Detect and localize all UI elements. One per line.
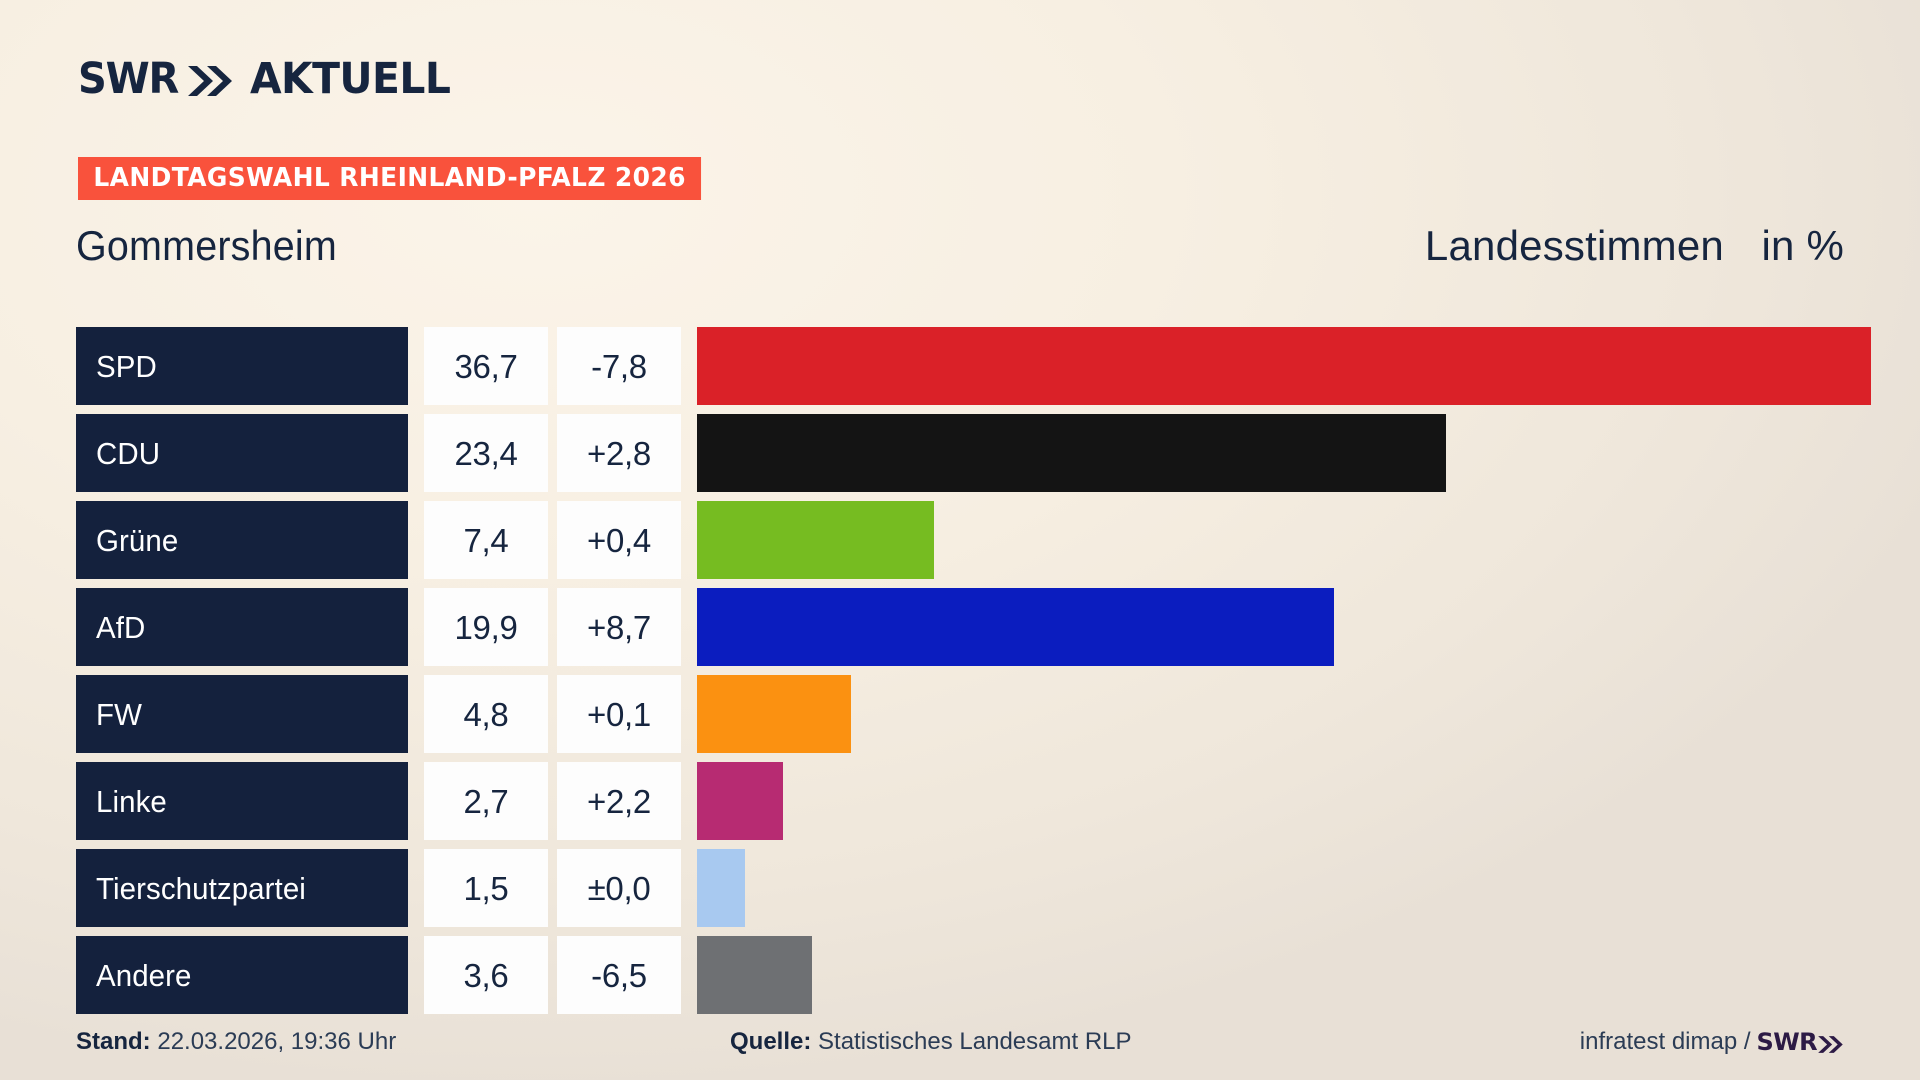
change-value-cell: -6,5 (557, 936, 681, 1014)
change-value-cell: +0,4 (557, 501, 681, 579)
result-value-cell: 1,5 (424, 849, 548, 927)
footer: Stand: 22.03.2026, 19:36 Uhr Quelle: Sta… (0, 1028, 1920, 1068)
change-value-label: +2,8 (587, 434, 651, 472)
result-value-cell: 4,8 (424, 675, 548, 753)
subheader: Gommersheim Landesstimmen in % (0, 222, 1920, 278)
change-value-cell: +0,1 (557, 675, 681, 753)
party-name-label: Linke (96, 783, 167, 819)
result-value-label: 36,7 (454, 347, 518, 385)
result-value-label: 2,7 (463, 782, 509, 820)
result-value-cell: 3,6 (424, 936, 548, 1014)
table-row: FW 4,8 +0,1 (76, 675, 1876, 753)
result-value-label: 1,5 (463, 869, 509, 907)
credit-swr-wordmark: SWR (1756, 1028, 1818, 1056)
result-bar (697, 849, 745, 927)
table-row: Grüne 7,4 +0,4 (76, 501, 1876, 579)
result-value-cell: 19,9 (424, 588, 548, 666)
result-value-label: 23,4 (454, 434, 518, 472)
party-name-cell: CDU (76, 414, 408, 492)
party-name-label: FW (96, 696, 142, 732)
aktuell-wordmark: AKTUELL (249, 54, 451, 104)
result-value-label: 19,9 (454, 608, 518, 646)
source-label: Quelle: (730, 1028, 812, 1055)
result-bar (697, 762, 784, 840)
party-name-cell: Grüne (76, 501, 408, 579)
result-bar (697, 414, 1446, 492)
stand-label: Stand: (76, 1028, 151, 1055)
change-value-cell: +2,2 (557, 762, 681, 840)
party-name-label: CDU (96, 435, 161, 471)
result-value-cell: 2,7 (424, 762, 548, 840)
table-row: CDU 23,4 +2,8 (76, 414, 1876, 492)
change-value-label: +8,7 (587, 608, 651, 646)
bar-track (697, 849, 1877, 927)
party-name-cell: SPD (76, 327, 408, 405)
party-name-label: SPD (96, 348, 157, 384)
results-chart: SPD 36,7 -7,8 CDU 23,4 +2,8 Grüne 7,4 +0,4 AfD 19,… (76, 327, 1876, 1023)
bar-track (697, 327, 1877, 405)
bar-track (697, 762, 1877, 840)
result-value-cell: 36,7 (424, 327, 548, 405)
result-value-label: 7,4 (463, 521, 509, 559)
party-name-label: Tierschutzpartei (96, 870, 306, 906)
party-name-cell: Linke (76, 762, 408, 840)
bar-track (697, 501, 1877, 579)
party-name-cell: Tierschutzpartei (76, 849, 408, 927)
bar-track (697, 936, 1877, 1014)
party-name-label: Grüne (96, 522, 179, 558)
change-value-cell: ±0,0 (557, 849, 681, 927)
double-chevron-right-icon (1818, 1035, 1844, 1054)
credit-text: infratest dimap / (1579, 1028, 1751, 1055)
table-row: Tierschutzpartei 1,5 ±0,0 (76, 849, 1876, 927)
double-chevron-right-icon (187, 64, 234, 98)
source-value: Statistisches Landesamt RLP (818, 1028, 1132, 1055)
bar-track (697, 588, 1877, 666)
result-bar (697, 675, 851, 753)
change-value-label: +2,2 (587, 782, 651, 820)
table-row: Andere 3,6 -6,5 (76, 936, 1876, 1014)
party-name-label: Andere (96, 957, 192, 993)
change-value-cell: +2,8 (557, 414, 681, 492)
bar-track (697, 414, 1877, 492)
swr-wordmark: SWR (78, 54, 179, 104)
change-value-label: +0,4 (587, 521, 651, 559)
result-value-cell: 7,4 (424, 501, 548, 579)
vote-kind-label: Landesstimmen (1424, 222, 1724, 269)
party-name-cell: AfD (76, 588, 408, 666)
unit-label: in % (1761, 222, 1844, 269)
stand-value: 22.03.2026, 19:36 Uhr (157, 1028, 397, 1055)
election-badge: LANDTAGSWAHL RHEINLAND-PFALZ 2026 (78, 157, 702, 200)
change-value-cell: +8,7 (557, 588, 681, 666)
change-value-cell: -7,8 (557, 327, 681, 405)
party-name-label: AfD (96, 609, 146, 645)
table-row: SPD 36,7 -7,8 (76, 327, 1876, 405)
source-info: Quelle: Statistisches Landesamt RLP (730, 1028, 1132, 1056)
result-bar (697, 327, 1872, 405)
stand-info: Stand: 22.03.2026, 19:36 Uhr (76, 1028, 396, 1056)
table-row: Linke 2,7 +2,2 (76, 762, 1876, 840)
change-value-label: ±0,0 (587, 869, 651, 907)
place-name: Gommersheim (76, 222, 337, 269)
swr-aktuell-logo: SWR AKTUELL (78, 58, 460, 101)
bar-track (697, 675, 1877, 753)
change-value-label: +0,1 (587, 695, 651, 733)
result-value-cell: 23,4 (424, 414, 548, 492)
result-bar (697, 501, 934, 579)
change-value-label: -6,5 (591, 956, 647, 994)
credit-info: infratest dimap / SWR (1580, 1028, 1844, 1056)
result-value-label: 3,6 (463, 956, 509, 994)
result-bar (697, 936, 813, 1014)
result-bar (697, 588, 1334, 666)
change-value-label: -7,8 (591, 347, 647, 385)
result-value-label: 4,8 (463, 695, 509, 733)
table-row: AfD 19,9 +8,7 (76, 588, 1876, 666)
party-name-cell: FW (76, 675, 408, 753)
party-name-cell: Andere (76, 936, 408, 1014)
